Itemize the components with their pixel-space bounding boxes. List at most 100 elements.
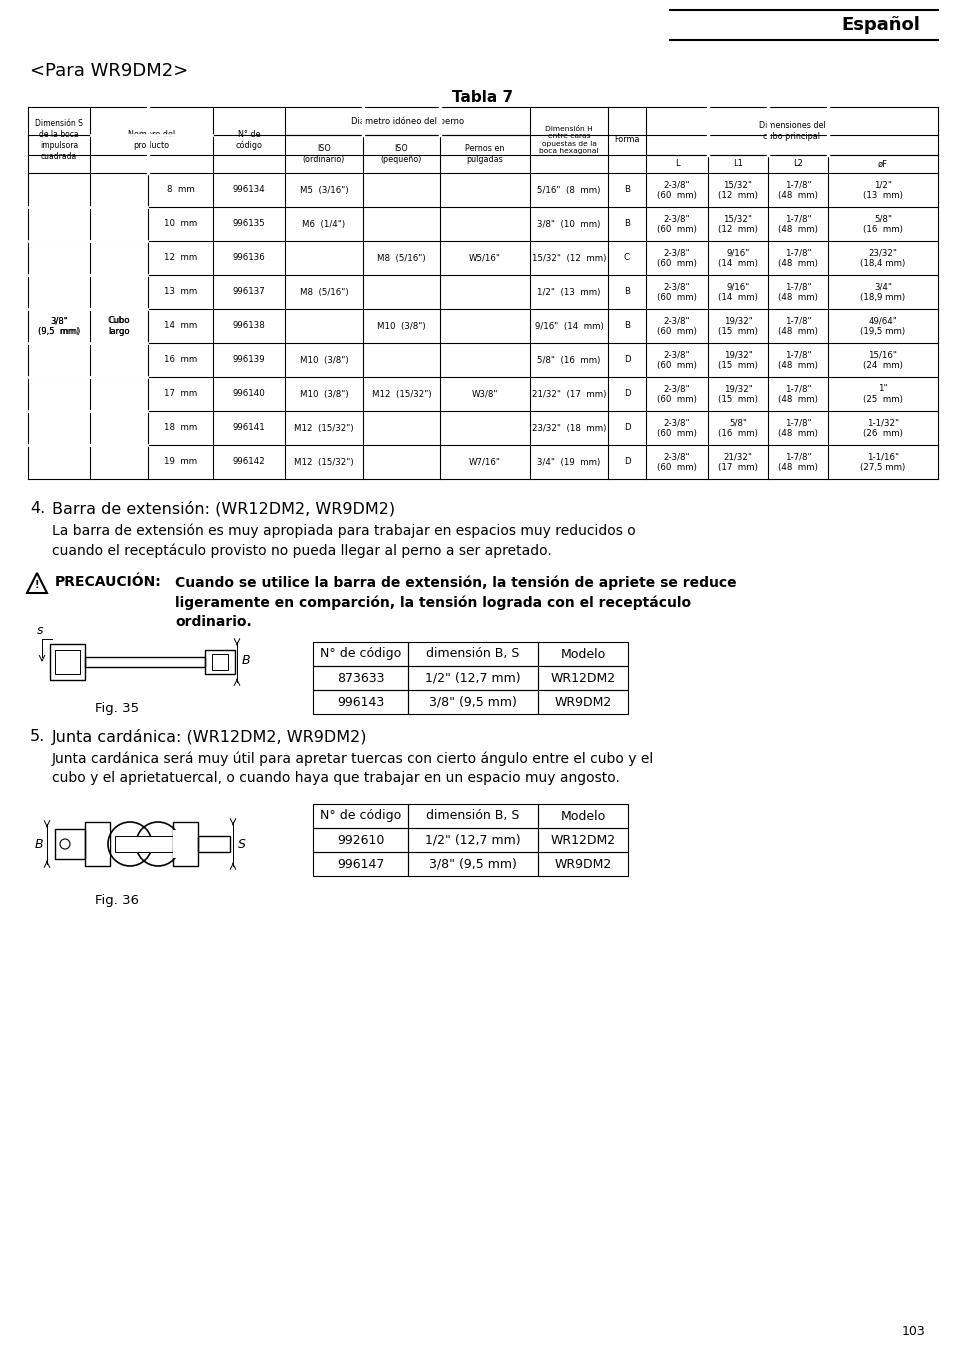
- Bar: [313, 852, 408, 876]
- Text: M6  (1/4"): M6 (1/4"): [302, 219, 345, 228]
- Text: B: B: [623, 322, 629, 330]
- Text: 1/2"  (13  mm): 1/2" (13 mm): [537, 288, 600, 296]
- Text: N° de
código: N° de código: [235, 130, 262, 150]
- Text: Fig. 36: Fig. 36: [95, 894, 139, 907]
- Text: 12  mm: 12 mm: [164, 254, 197, 262]
- Text: 5/8"
(16  mm): 5/8" (16 mm): [862, 214, 902, 234]
- Text: 996140: 996140: [233, 389, 265, 399]
- Text: 103: 103: [901, 1325, 924, 1338]
- Text: Nombre del
producto: Nombre del producto: [128, 130, 175, 150]
- Text: 2-3/8"
(60  mm): 2-3/8" (60 mm): [657, 418, 697, 438]
- Text: 15/32"
(12  mm): 15/32" (12 mm): [718, 180, 757, 200]
- Text: 15/32"  (12  mm): 15/32" (12 mm): [531, 254, 605, 262]
- Bar: [172, 822, 198, 867]
- Text: 1-7/8"
(48  mm): 1-7/8" (48 mm): [778, 214, 817, 234]
- Text: M12  (15/32"): M12 (15/32"): [294, 457, 354, 466]
- Text: C: C: [623, 254, 629, 262]
- Text: Barra de extensión: (WR12DM2, WR9DM2): Barra de extensión: (WR12DM2, WR9DM2): [52, 502, 395, 516]
- Text: W3/8": W3/8": [471, 389, 497, 399]
- Text: M5  (3/16"): M5 (3/16"): [299, 185, 348, 195]
- Text: D: D: [623, 356, 630, 365]
- Text: D: D: [623, 457, 630, 466]
- Text: 996143: 996143: [336, 695, 384, 708]
- Text: 1-7/8"
(48  mm): 1-7/8" (48 mm): [778, 283, 817, 301]
- Text: B: B: [242, 654, 251, 668]
- Bar: [408, 804, 537, 827]
- Text: 3/8" (9,5 mm): 3/8" (9,5 mm): [429, 857, 517, 871]
- Bar: [313, 827, 408, 852]
- Bar: [537, 690, 627, 714]
- Text: ISO
(ordinario): ISO (ordinario): [302, 145, 345, 164]
- Text: 1-7/8"
(48  mm): 1-7/8" (48 mm): [778, 316, 817, 335]
- Text: s: s: [37, 625, 43, 637]
- Text: 19/32"
(15  mm): 19/32" (15 mm): [718, 316, 757, 335]
- Text: M12  (15/32"): M12 (15/32"): [372, 389, 431, 399]
- Text: 992610: 992610: [336, 833, 384, 846]
- Text: !: !: [34, 580, 39, 589]
- Text: PRECAUCIÓN:: PRECAUCIÓN:: [55, 575, 162, 589]
- Bar: [313, 690, 408, 714]
- Text: Español: Español: [841, 16, 919, 34]
- Text: N° de código: N° de código: [319, 648, 400, 661]
- Text: 17  mm: 17 mm: [164, 389, 197, 399]
- Text: 996141: 996141: [233, 423, 265, 433]
- Text: 3/8"
(9,5  mm): 3/8" (9,5 mm): [38, 316, 79, 335]
- Text: Tabla 7: Tabla 7: [452, 91, 513, 105]
- Bar: [537, 667, 627, 690]
- Text: 19/32"
(15  mm): 19/32" (15 mm): [718, 384, 757, 404]
- Text: 15/16"
(24  mm): 15/16" (24 mm): [862, 350, 902, 370]
- Text: 49/64"
(19,5 mm): 49/64" (19,5 mm): [860, 316, 904, 335]
- Text: 1-7/8"
(48  mm): 1-7/8" (48 mm): [778, 180, 817, 200]
- Bar: [537, 642, 627, 667]
- Text: 5/8"  (16  mm): 5/8" (16 mm): [537, 356, 600, 365]
- Text: Modelo: Modelo: [559, 648, 605, 661]
- Text: 21/32"  (17  mm): 21/32" (17 mm): [531, 389, 605, 399]
- Bar: [172, 830, 193, 859]
- Bar: [50, 644, 85, 680]
- Text: M10  (3/8"): M10 (3/8"): [299, 356, 348, 365]
- Text: 3/8" (9,5 mm): 3/8" (9,5 mm): [429, 695, 517, 708]
- Text: Modelo: Modelo: [559, 810, 605, 822]
- Text: 21/32"
(17  mm): 21/32" (17 mm): [718, 452, 757, 472]
- Text: M8  (5/16"): M8 (5/16"): [376, 254, 425, 262]
- Text: 2-3/8"
(60  mm): 2-3/8" (60 mm): [657, 249, 697, 268]
- Text: 996147: 996147: [336, 857, 384, 871]
- Text: Cubo
largo: Cubo largo: [108, 316, 130, 335]
- Text: D: D: [623, 423, 630, 433]
- Text: 1/2" (12,7 mm): 1/2" (12,7 mm): [425, 672, 520, 684]
- Text: WR9DM2: WR9DM2: [554, 857, 611, 871]
- Text: 2-3/8"
(60  mm): 2-3/8" (60 mm): [657, 214, 697, 234]
- Bar: [313, 804, 408, 827]
- Text: 996139: 996139: [233, 356, 265, 365]
- Bar: [408, 827, 537, 852]
- Text: L: L: [674, 160, 679, 169]
- Text: 1-7/8"
(48  mm): 1-7/8" (48 mm): [778, 350, 817, 370]
- Bar: [537, 827, 627, 852]
- Text: M10  (3/8"): M10 (3/8"): [376, 322, 425, 330]
- Text: 5.: 5.: [30, 729, 45, 744]
- Text: <Para WR9DM2>: <Para WR9DM2>: [30, 62, 188, 80]
- Text: Dimensiones del
cubo principal: Dimensiones del cubo principal: [758, 122, 824, 141]
- Text: 2-3/8"
(60  mm): 2-3/8" (60 mm): [657, 180, 697, 200]
- Text: ISO
(pequeño): ISO (pequeño): [380, 145, 422, 164]
- Bar: [55, 650, 80, 675]
- Text: 3/4"  (19  mm): 3/4" (19 mm): [537, 457, 600, 466]
- Text: 1/2" (12,7 mm): 1/2" (12,7 mm): [425, 833, 520, 846]
- Text: 1-1/16"
(27,5 mm): 1-1/16" (27,5 mm): [860, 452, 904, 472]
- Text: 1"
(25  mm): 1" (25 mm): [862, 384, 902, 404]
- Text: 3/8"  (10  mm): 3/8" (10 mm): [537, 219, 600, 228]
- Bar: [90, 830, 110, 859]
- Text: 8  mm: 8 mm: [167, 185, 194, 195]
- Text: 4.: 4.: [30, 502, 45, 516]
- Text: 2-3/8"
(60  mm): 2-3/8" (60 mm): [657, 316, 697, 335]
- Text: 19  mm: 19 mm: [164, 457, 197, 466]
- Text: Diámetro idóneo del perno: Diámetro idóneo del perno: [351, 116, 463, 126]
- Text: 1-7/8"
(48  mm): 1-7/8" (48 mm): [778, 384, 817, 404]
- Text: Cubo
largo: Cubo largo: [108, 316, 130, 335]
- Text: WR12DM2: WR12DM2: [550, 833, 615, 846]
- Text: 23/32"  (18  mm): 23/32" (18 mm): [531, 423, 605, 433]
- Text: Cuando se utilice la barra de extensión, la tensión de apriete se reduce
ligeram: Cuando se utilice la barra de extensión,…: [174, 575, 736, 629]
- Text: 9/16"
(14  mm): 9/16" (14 mm): [718, 283, 757, 301]
- Text: 23/32"
(18,4 mm): 23/32" (18,4 mm): [860, 249, 904, 268]
- Text: 873633: 873633: [336, 672, 384, 684]
